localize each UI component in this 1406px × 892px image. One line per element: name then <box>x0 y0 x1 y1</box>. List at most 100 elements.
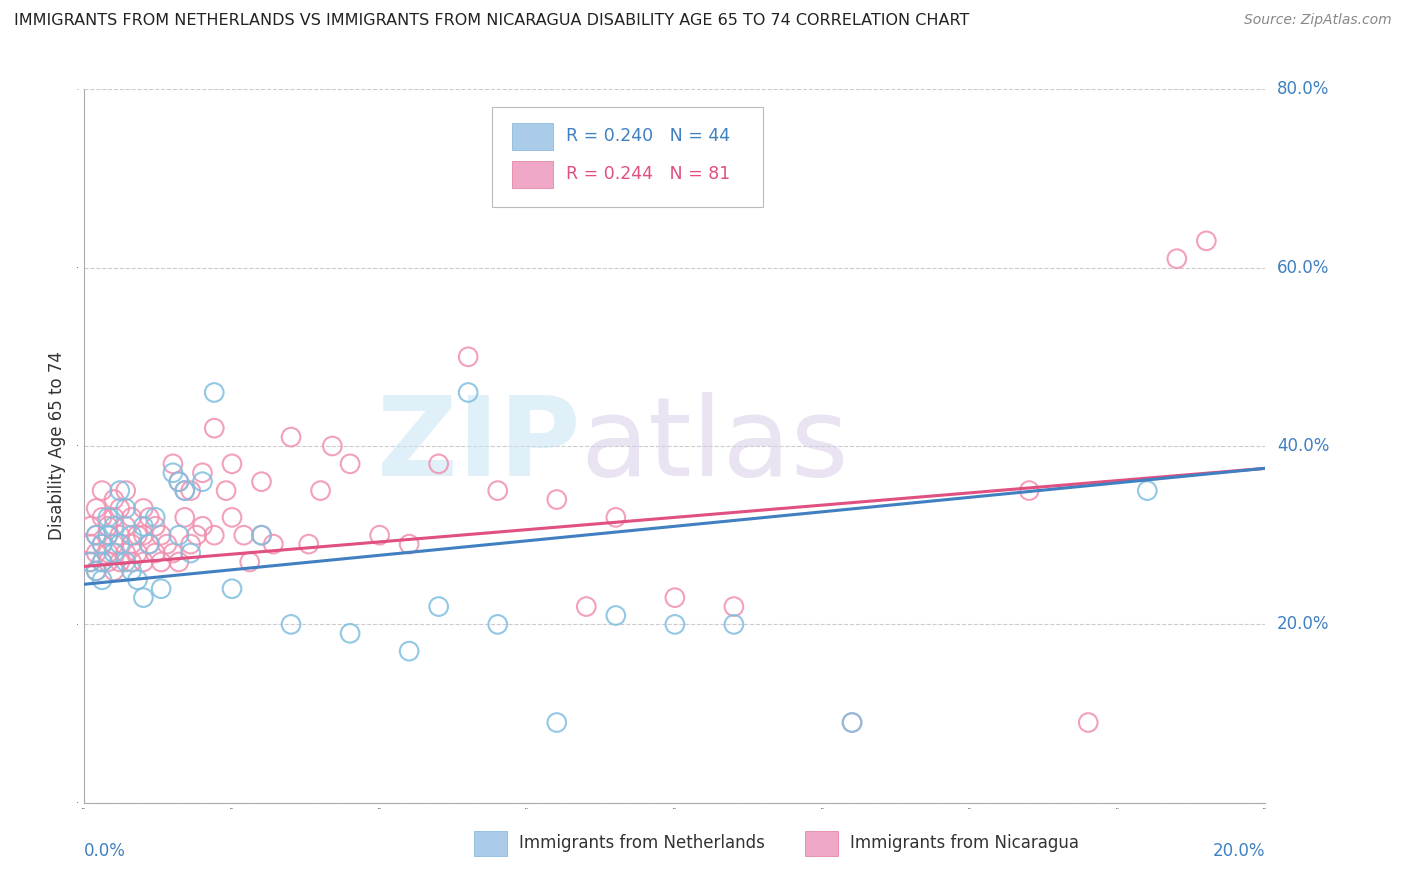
Point <box>841 715 863 730</box>
Point <box>575 599 598 614</box>
Point <box>546 715 568 730</box>
Point <box>605 608 627 623</box>
Point <box>121 564 143 578</box>
Point <box>121 528 143 542</box>
Bar <box>512 123 553 150</box>
Point <box>103 492 125 507</box>
Text: 40.0%: 40.0% <box>1277 437 1330 455</box>
Point <box>91 510 114 524</box>
Point <box>108 555 131 569</box>
Point <box>132 528 155 542</box>
Point <box>97 555 120 569</box>
Text: atlas: atlas <box>581 392 849 500</box>
Point <box>91 555 114 569</box>
Point <box>97 528 120 542</box>
Point <box>108 483 131 498</box>
Point <box>202 385 225 400</box>
Point <box>138 537 160 551</box>
Point <box>723 599 745 614</box>
Point <box>1018 483 1040 498</box>
Point <box>173 483 195 498</box>
Text: 60.0%: 60.0% <box>1277 259 1330 277</box>
Point <box>79 519 101 533</box>
Point <box>132 591 155 605</box>
Point <box>368 528 391 542</box>
Point <box>191 519 214 533</box>
Point <box>180 483 202 498</box>
Point <box>280 617 302 632</box>
Point <box>121 510 143 524</box>
Point <box>127 528 149 542</box>
Point <box>79 555 101 569</box>
Point <box>132 555 155 569</box>
Point <box>398 537 420 551</box>
Point <box>91 555 114 569</box>
Point <box>114 501 136 516</box>
Text: ZIP: ZIP <box>377 392 581 500</box>
Point <box>173 483 195 498</box>
Point <box>127 573 149 587</box>
Point <box>841 715 863 730</box>
Point <box>191 466 214 480</box>
Point <box>132 501 155 516</box>
Point <box>103 546 125 560</box>
Point <box>262 537 284 551</box>
Point <box>173 510 195 524</box>
Point <box>486 483 509 498</box>
Point <box>1077 715 1099 730</box>
FancyBboxPatch shape <box>492 107 763 207</box>
Point <box>84 564 107 578</box>
Point <box>103 519 125 533</box>
Point <box>486 617 509 632</box>
Point <box>143 519 166 533</box>
Point <box>108 528 131 542</box>
Point <box>1195 234 1218 248</box>
Point <box>221 582 243 596</box>
Point <box>191 475 214 489</box>
Point <box>97 528 120 542</box>
Point <box>309 483 332 498</box>
Point <box>103 564 125 578</box>
Point <box>127 546 149 560</box>
Point <box>280 430 302 444</box>
Point <box>427 457 450 471</box>
Point <box>398 644 420 658</box>
Text: R = 0.240   N = 44: R = 0.240 N = 44 <box>567 128 730 145</box>
Point <box>114 555 136 569</box>
Point <box>162 466 184 480</box>
Point <box>546 492 568 507</box>
Point <box>339 457 361 471</box>
Point <box>114 483 136 498</box>
Point <box>723 617 745 632</box>
Point <box>103 537 125 551</box>
Point <box>605 510 627 524</box>
Text: Immigrants from Netherlands: Immigrants from Netherlands <box>519 835 765 853</box>
Point <box>150 555 173 569</box>
Point <box>79 537 101 551</box>
Point <box>108 537 131 551</box>
Point <box>202 421 225 435</box>
Point <box>339 626 361 640</box>
Point <box>221 457 243 471</box>
Point <box>79 555 101 569</box>
Point <box>143 546 166 560</box>
Text: 0.0%: 0.0% <box>84 842 127 860</box>
Point <box>121 555 143 569</box>
Point <box>97 519 120 533</box>
Text: 20.0%: 20.0% <box>1213 842 1265 860</box>
Point <box>186 528 208 542</box>
Point <box>150 528 173 542</box>
Point <box>634 189 657 203</box>
Point <box>84 528 107 542</box>
Point <box>103 510 125 524</box>
Point <box>91 537 114 551</box>
Point <box>221 510 243 524</box>
Bar <box>804 831 838 856</box>
Point <box>250 528 273 542</box>
Text: IMMIGRANTS FROM NETHERLANDS VS IMMIGRANTS FROM NICARAGUA DISABILITY AGE 65 TO 74: IMMIGRANTS FROM NETHERLANDS VS IMMIGRANT… <box>14 13 969 29</box>
Point <box>167 528 190 542</box>
Point <box>156 537 179 551</box>
Point <box>202 528 225 542</box>
Text: R = 0.244   N = 81: R = 0.244 N = 81 <box>567 165 731 183</box>
Point <box>215 483 238 498</box>
